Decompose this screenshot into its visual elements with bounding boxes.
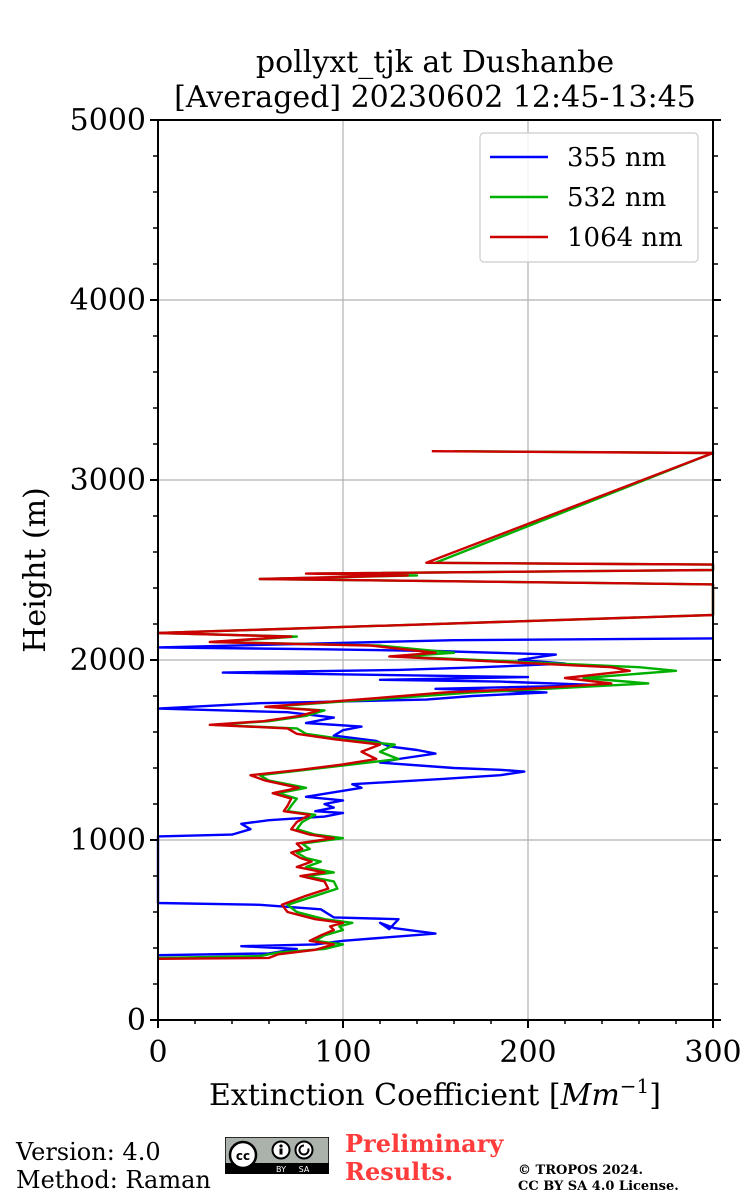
copyright-line2: CC BY SA 4.0 License. [518,1179,679,1194]
cc-license-badge: cc BY SA [225,1137,329,1174]
cc-icon [228,1140,258,1170]
plot-frame [157,119,714,1021]
preliminary-line2: Results. [345,1157,454,1186]
legend-label-355: 355 nm [567,143,666,173]
x-tick-label-300: 300 [684,1035,741,1070]
series-line-1064-nm [156,450,715,960]
legend: 355 nm 532 nm 1064 nm [479,132,699,263]
copyright-block: © TROPOS 2024. CC BY SA 4.0 License. [518,1163,679,1195]
y-tick-label-4000: 4000 [70,283,146,318]
series-line-355-nm [156,637,714,957]
legend-box [479,132,699,263]
y-tick-label-5000: 5000 [70,103,146,138]
chart-title-line2: [Averaged] 20230602 12:45-13:45 [174,80,696,115]
x-tick-label-0: 0 [148,1035,167,1070]
legend-label-1064: 1064 nm [567,223,683,253]
sa-icon [294,1140,314,1160]
version-block: Version: 4.0 Method: Raman [16,1138,211,1194]
preliminary-line1: Preliminary [345,1129,504,1158]
svg-text:cc: cc [236,1149,250,1163]
y-tick-label-0: 0 [127,1003,146,1038]
series-layer [156,450,715,960]
preliminary-notice: Preliminary Results. [345,1130,503,1186]
svg-text:SA: SA [299,1165,310,1174]
x-tick-label-200: 200 [499,1035,556,1070]
svg-text:BY: BY [276,1165,286,1174]
y-tick-label-2000: 2000 [70,643,146,678]
chart: pollyxt_tjk at Dushanbe [Averaged] 20230… [18,45,742,1113]
version-text: Version: 4.0 [16,1138,161,1166]
method-text: Method: Raman [16,1166,211,1194]
y-tick-label-3000: 3000 [70,463,146,498]
x-axis-label: Extinction Coefficient [Mm−1] [209,1074,661,1113]
y-axis-label: Height (m) [18,487,53,652]
y-tick-label-1000: 1000 [70,823,146,858]
legend-label-532: 532 nm [567,183,666,213]
x-tick-label-100: 100 [314,1035,371,1070]
copyright-line1: © TROPOS 2024. [518,1163,644,1178]
chart-title-line1: pollyxt_tjk at Dushanbe [256,45,614,80]
